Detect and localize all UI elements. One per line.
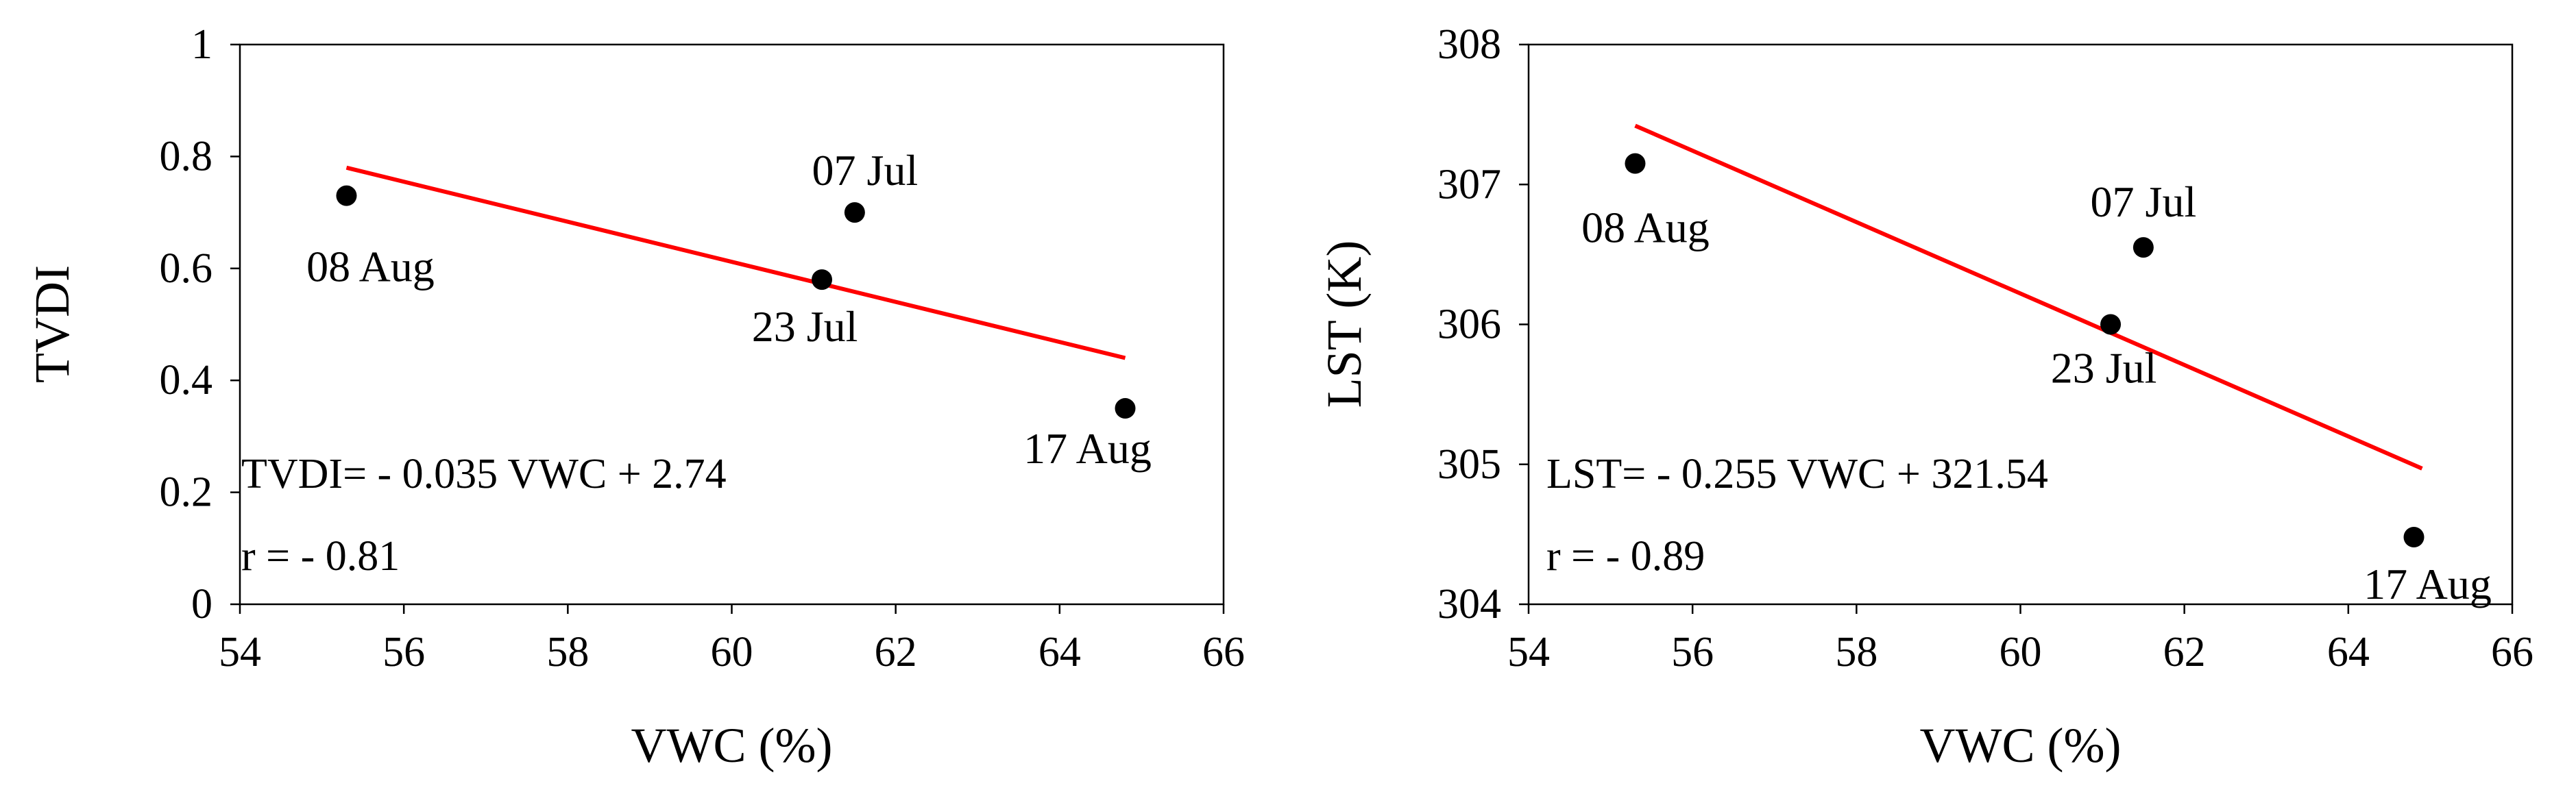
data-point-2 xyxy=(2100,314,2122,335)
y-tick-label-1: 0.8 xyxy=(160,133,213,179)
x-tick-label-1: 64 xyxy=(1038,629,1081,676)
y-axis-title-2: LST (K) xyxy=(1317,240,1372,408)
x-tick-label-1: 58 xyxy=(546,629,589,676)
y-tick-label-2: 306 xyxy=(1437,301,1501,348)
data-point-2 xyxy=(2403,526,2425,547)
data-point-2 xyxy=(2133,237,2154,258)
x-tick-label-1: 56 xyxy=(382,629,425,676)
data-point-1 xyxy=(336,185,357,206)
equation-annotation-1: TVDI= - 0.035 VWC + 2.74 xyxy=(241,451,727,497)
y-tick-label-2: 305 xyxy=(1437,441,1501,488)
point-label-2: 23 Jul xyxy=(2051,344,2157,393)
x-tick-label-2: 58 xyxy=(1835,629,1878,676)
point-label-2: 07 Jul xyxy=(2091,177,2197,226)
plot-frame-2 xyxy=(1527,43,2514,606)
x-tick-label-1: 54 xyxy=(219,629,261,676)
y-tick-label-1: 0.6 xyxy=(160,245,213,292)
y-tick-label-2: 308 xyxy=(1437,21,1501,68)
point-label-1: 23 Jul xyxy=(752,302,858,351)
y-tick-label-1: 0.4 xyxy=(160,357,213,404)
x-tick-label-1: 60 xyxy=(711,629,753,676)
data-point-1 xyxy=(1115,398,1136,419)
point-label-2: 17 Aug xyxy=(2364,560,2492,608)
point-label-1: 07 Jul xyxy=(812,146,919,195)
y-tick-label-1: 0.2 xyxy=(160,469,213,516)
data-point-1 xyxy=(812,269,833,290)
x-tick-label-2: 62 xyxy=(2163,629,2206,676)
point-label-1: 08 Aug xyxy=(306,243,435,291)
x-tick-label-2: 60 xyxy=(2000,629,2042,676)
plot-frame-1 xyxy=(239,43,1225,606)
x-tick-label-1: 62 xyxy=(875,629,917,676)
x-tick-label-2: 54 xyxy=(1507,629,1550,676)
data-point-2 xyxy=(1625,153,1646,174)
x-tick-label-2: 56 xyxy=(1671,629,1714,676)
x-axis-title-2: VWC (%) xyxy=(1920,718,2122,773)
point-label-2: 08 Aug xyxy=(1581,203,1710,252)
y-tick-label-1: 0 xyxy=(191,581,212,628)
y-tick-label-1: 1 xyxy=(191,21,212,68)
data-point-1 xyxy=(844,202,865,223)
x-tick-label-1: 66 xyxy=(1202,629,1245,676)
trendline-1 xyxy=(345,165,1126,360)
correlation-annotation-1: r = - 0.81 xyxy=(241,533,400,580)
point-label-1: 17 Aug xyxy=(1023,424,1152,473)
correlation-annotation-2: r = - 0.89 xyxy=(1546,533,1705,580)
x-tick-label-2: 66 xyxy=(2491,629,2534,676)
y-axis-title-1: TVDI xyxy=(25,265,80,383)
trendline-2 xyxy=(1634,123,2423,471)
equation-annotation-2: LST= - 0.255 VWC + 321.54 xyxy=(1546,451,2048,497)
y-tick-label-2: 304 xyxy=(1437,581,1501,628)
x-tick-label-2: 64 xyxy=(2327,629,2370,676)
x-axis-title-1: VWC (%) xyxy=(631,718,833,773)
y-tick-label-2: 307 xyxy=(1437,161,1501,208)
